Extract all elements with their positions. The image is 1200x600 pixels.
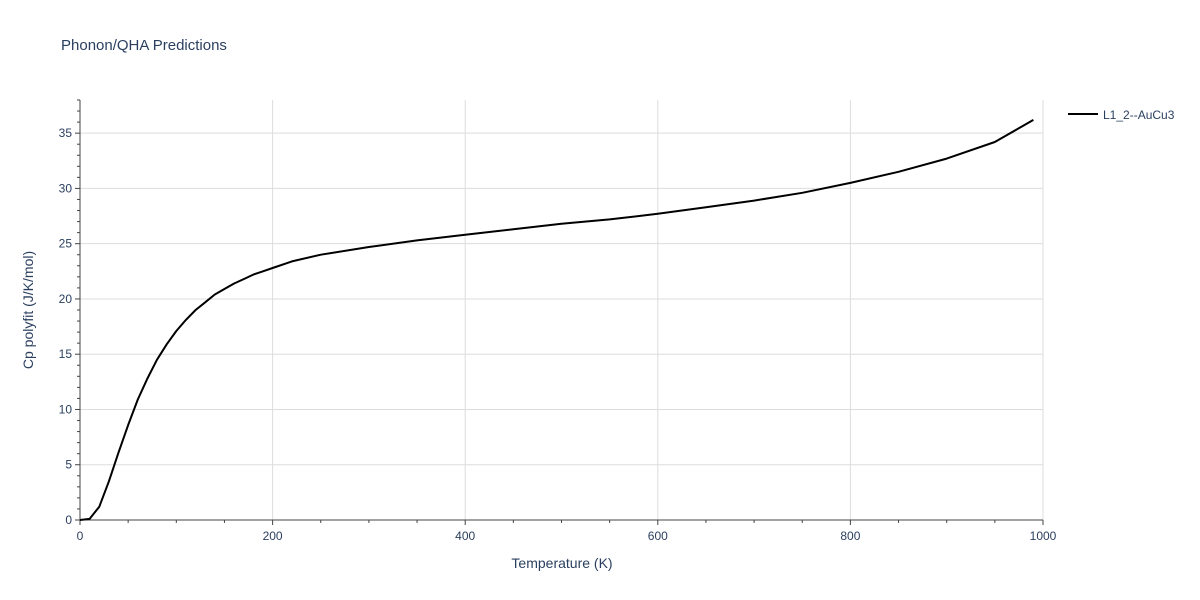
legend-label-l12-aucu3: L1_2--AuCu3 [1103, 108, 1175, 122]
y-axis-title: Cp polyfit (J/K/mol) [20, 251, 36, 369]
y-tick-label: 25 [59, 237, 73, 251]
y-tick-label: 20 [59, 292, 73, 306]
series-line-0 [79, 119, 1034, 521]
series-layer [79, 119, 1034, 521]
x-axis-title: Temperature (K) [511, 555, 612, 571]
chart-title: Phonon/QHA Predictions [61, 37, 227, 54]
y-tick-label: 0 [65, 513, 72, 527]
x-tick-label: 0 [77, 529, 84, 543]
y-tick-label: 10 [59, 402, 73, 416]
y-tick-label: 30 [59, 181, 73, 195]
y-tick-label: 35 [59, 126, 73, 140]
x-tick-label: 800 [840, 529, 860, 543]
x-tick-label: 400 [455, 529, 475, 543]
x-tick-label: 600 [648, 529, 668, 543]
grid-layer [80, 100, 1044, 520]
x-tick-label: 200 [263, 529, 283, 543]
axes-layer: 0 200 400 600 800 1000 0 5 10 15 20 25 30 35 [59, 99, 1057, 543]
y-tick-label: 15 [59, 347, 73, 361]
y-tick-label: 5 [65, 458, 72, 472]
x-tick-label: 1000 [1030, 529, 1057, 543]
legend[interactable]: L1_2--AuCu3 [1068, 108, 1175, 122]
